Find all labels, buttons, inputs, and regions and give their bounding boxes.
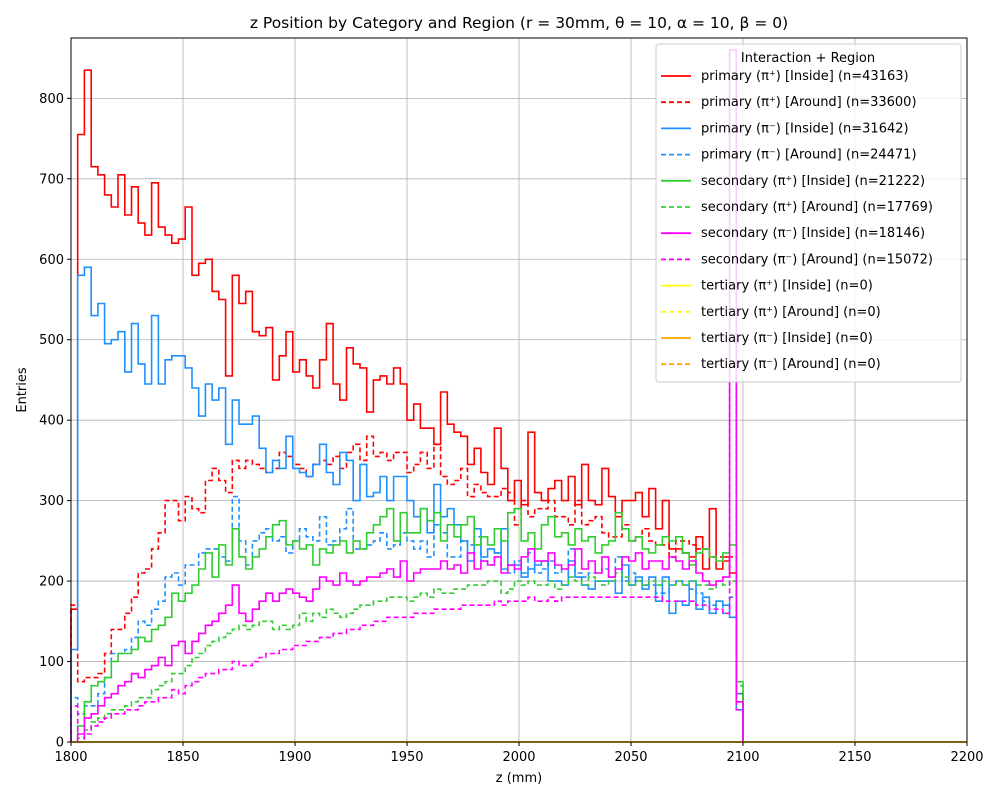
- x-tick-label: 2200: [950, 750, 983, 765]
- legend-label: tertiary (π⁺) [Around] (n=0): [701, 305, 881, 320]
- x-axis-label: z (mm): [496, 771, 542, 786]
- y-tick-label: 500: [39, 333, 64, 348]
- series-6-step-line: [71, 49, 744, 743]
- y-tick-label: 600: [39, 253, 64, 268]
- legend-label: primary (π⁺) [Inside] (n=43163): [701, 69, 909, 84]
- x-tick-label: 1950: [390, 750, 423, 765]
- x-tick-label: 1900: [278, 750, 311, 765]
- y-tick-label: 700: [39, 172, 64, 187]
- series-4-step-line: [71, 507, 744, 743]
- legend-label: primary (π⁻) [Inside] (n=31642): [701, 121, 909, 136]
- grid-lines: [70, 38, 968, 743]
- legend-label: secondary (π⁻) [Inside] (n=18146): [701, 226, 925, 241]
- series-5-step-line: [71, 572, 744, 743]
- axis-ticks: 1800 1850 1900 1950 2000 2050 2100 2150 2200 0 100…: [39, 92, 983, 765]
- y-axis-label: Entries: [15, 367, 30, 413]
- legend-label: primary (π⁻) [Around] (n=24471): [701, 148, 917, 163]
- legend-label: tertiary (π⁻) [Around] (n=0): [701, 357, 881, 372]
- series-7-step-line: [70, 49, 744, 743]
- legend: Interaction + Region primary (π⁺) [Insid…: [655, 43, 962, 383]
- x-tick-label: 2100: [726, 750, 759, 765]
- legend-title: Interaction + Region: [741, 51, 875, 66]
- y-tick-label: 200: [39, 575, 64, 590]
- series-1-step-line: [70, 435, 744, 742]
- chart-title: z Position by Category and Region (r = 3…: [250, 14, 788, 32]
- y-tick-label: 800: [39, 92, 64, 107]
- legend-label: tertiary (π⁺) [Inside] (n=0): [701, 279, 873, 294]
- y-tick-label: 300: [39, 494, 64, 509]
- series-3-step-line: [70, 495, 744, 742]
- x-tick-label: 1850: [166, 750, 199, 765]
- y-tick-label: 400: [39, 414, 64, 429]
- y-tick-label: 100: [39, 655, 64, 670]
- legend-label: primary (π⁺) [Around] (n=33600): [701, 95, 917, 110]
- y-tick-label: 0: [56, 736, 64, 751]
- x-tick-label: 2050: [614, 750, 647, 765]
- x-tick-label: 2150: [838, 750, 871, 765]
- x-tick-label: 1800: [54, 750, 87, 765]
- legend-label: secondary (π⁺) [Around] (n=17769): [701, 200, 933, 215]
- legend-box: [655, 43, 962, 383]
- legend-label: secondary (π⁻) [Around] (n=15072): [701, 252, 933, 267]
- legend-label: secondary (π⁺) [Inside] (n=21222): [701, 174, 925, 189]
- series-0-step-line: [70, 69, 744, 742]
- legend-entries: primary (π⁺) [Inside] (n=43163) primary (…: [661, 69, 933, 372]
- legend-label: tertiary (π⁻) [Inside] (n=0): [701, 331, 873, 346]
- x-tick-label: 2000: [502, 750, 535, 765]
